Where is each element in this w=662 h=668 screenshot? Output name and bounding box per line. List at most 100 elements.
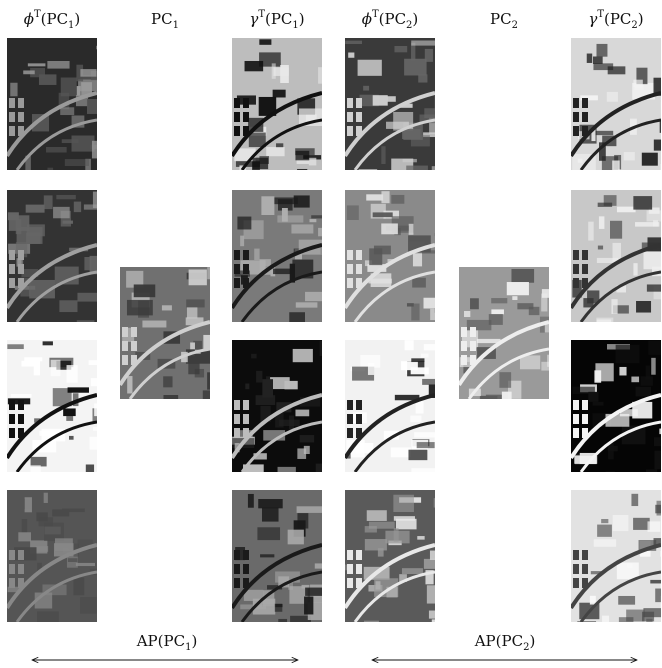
image-patch: [635, 386, 652, 397]
image-patch: [391, 158, 414, 170]
image-patch: [314, 563, 322, 569]
image-block: [573, 250, 579, 260]
image-road: [467, 347, 549, 399]
image-patch: [394, 394, 420, 401]
image-patch: [424, 48, 433, 62]
image-patch: [296, 158, 309, 164]
image-patch: [434, 232, 435, 237]
image-block: [131, 355, 137, 365]
image-block: [582, 400, 588, 410]
image-patch: [547, 354, 549, 367]
image-block: [9, 112, 15, 122]
image-patch: [49, 357, 74, 368]
image-patch: [402, 129, 421, 140]
image-block: [234, 578, 240, 588]
image-patch: [519, 355, 541, 370]
image-patch: [411, 303, 420, 321]
image-block: [573, 550, 579, 560]
image-patch: [393, 494, 414, 512]
image-patch: [308, 157, 317, 166]
image-road: [15, 420, 97, 472]
symbol: ϕ: [24, 10, 34, 28]
image-patch: [29, 279, 55, 299]
image-patch: [263, 590, 275, 607]
image-patch: [395, 518, 417, 530]
image-patch: [76, 86, 81, 96]
image-patch: [411, 468, 435, 472]
image-content: [120, 267, 210, 399]
label: γT(PC1): [249, 9, 304, 31]
image-patch: [21, 519, 28, 534]
image-patch: [633, 79, 643, 88]
image-patch: [421, 353, 429, 358]
image-patch: [47, 167, 54, 170]
image-patch: [273, 67, 289, 76]
image-block: [243, 400, 249, 410]
image-patch: [488, 314, 503, 325]
image-patch: [67, 558, 78, 562]
image-patch: [275, 412, 284, 428]
image-patch: [653, 77, 661, 96]
image-patch: [260, 405, 271, 422]
image-patch: [596, 257, 619, 264]
image-patch: [270, 377, 290, 390]
image-block: [582, 428, 588, 438]
image-road: [240, 270, 322, 322]
image-block: [234, 428, 240, 438]
image-patch: [429, 117, 435, 135]
image-block: [243, 278, 249, 288]
image-block: [18, 578, 24, 588]
image-block: [234, 564, 240, 574]
image-patch: [85, 464, 95, 472]
image-patch: [359, 94, 379, 107]
image-block: [9, 126, 15, 136]
image-patch: [207, 267, 210, 280]
image-patch: [588, 391, 599, 402]
image-block: [131, 341, 137, 351]
image-block: [347, 126, 353, 136]
image-patch: [643, 608, 661, 618]
image-patch: [653, 538, 661, 547]
image-patch: [646, 284, 661, 292]
image-patch: [592, 130, 614, 136]
image-patch: [401, 568, 423, 575]
image-road: [7, 393, 97, 460]
image-patch: [292, 348, 313, 363]
image-patch: [91, 140, 97, 159]
sup: T: [258, 9, 265, 20]
image-patch: [295, 409, 310, 417]
image-patch: [431, 166, 435, 170]
image-patch: [653, 139, 661, 151]
image-patch: [96, 45, 97, 50]
image-block: [9, 264, 15, 274]
image-content: [459, 267, 549, 399]
image-patch: [297, 168, 308, 170]
image-tile: [345, 340, 435, 472]
image-block: [122, 341, 128, 351]
image-block: [234, 550, 240, 560]
image-patch: [659, 119, 661, 133]
image-patch: [10, 82, 18, 97]
image-patch: [274, 603, 283, 612]
image-patch: [89, 436, 97, 450]
image-patch: [627, 563, 633, 568]
image-patch: [623, 152, 635, 161]
image-road: [345, 243, 435, 310]
open: (PC: [604, 10, 631, 28]
image-patch: [410, 367, 429, 375]
image-content: [7, 340, 97, 472]
image-patch: [646, 618, 653, 622]
image-patch: [601, 518, 609, 524]
image-patch: [598, 142, 606, 161]
image-block: [18, 278, 24, 288]
image-patch: [428, 610, 435, 619]
image-block: [461, 355, 467, 365]
image-patch: [654, 450, 661, 470]
image-patch: [402, 158, 417, 163]
image-patch: [293, 195, 310, 208]
image-road: [579, 270, 661, 322]
image-patch: [641, 152, 658, 166]
image-road: [128, 347, 210, 399]
image-patch: [348, 52, 355, 58]
image-patch: [431, 619, 435, 622]
